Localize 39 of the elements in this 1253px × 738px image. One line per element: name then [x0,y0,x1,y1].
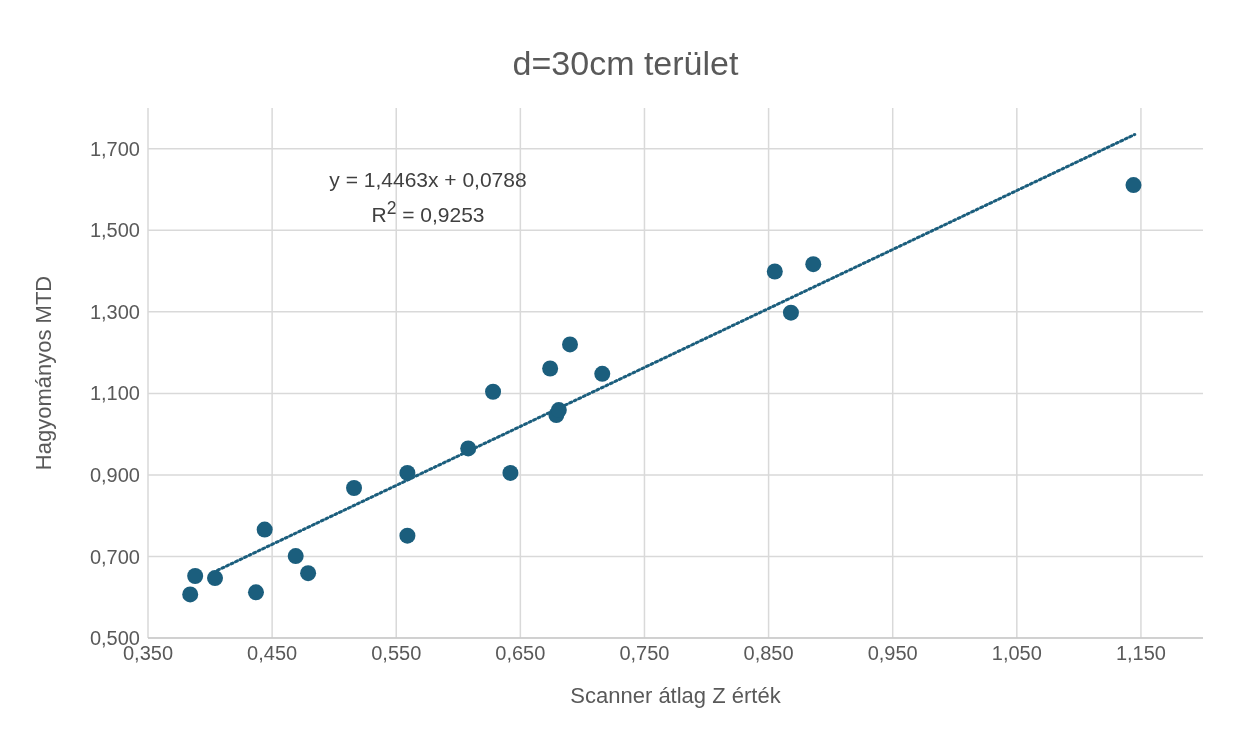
annotation: R$^{2}$ = 0,9253 [370,198,486,227]
y-axis-title: Hagyományos MTD [30,275,56,471]
x-tick-label: 0,650 [495,642,546,665]
point [562,336,578,353]
point [287,548,304,565]
x-tick-label: 0,750 [619,642,670,665]
x-tick-label: 0,450 [247,642,298,665]
y-tick-label: 1,700 [89,137,140,160]
point [485,383,502,400]
y-tick-label: 0,700 [89,545,140,568]
y-tick-label: 1,300 [89,300,140,323]
point [247,584,264,601]
point [460,440,477,457]
point [182,586,199,603]
point [805,256,822,273]
point [542,360,559,377]
x-tick-label: 0,950 [867,642,918,665]
point [207,570,224,587]
x-tick-label: 0,850 [743,642,794,665]
point [187,568,204,585]
x-tick-label: 0,550 [371,642,422,665]
x-tick-label: 1,150 [1115,642,1166,665]
point [594,365,611,382]
y-tick-label: 1,100 [89,382,140,405]
point [782,304,799,321]
x-axis-title: Scanner átlag Z érték [570,683,782,708]
point [399,464,416,481]
x-tick-label: 1,050 [991,642,1042,665]
point [766,263,783,280]
y-tick-label: 1,500 [89,219,140,242]
point [502,464,519,481]
point [346,479,363,496]
annotation: y = 1,4463x + 0,0788 [328,168,528,192]
point [256,521,273,538]
chart-title: d=30cm terület [511,44,740,83]
y-tick-label: 0,900 [89,464,140,487]
point [399,527,416,544]
point [300,565,317,582]
point [1125,177,1142,194]
